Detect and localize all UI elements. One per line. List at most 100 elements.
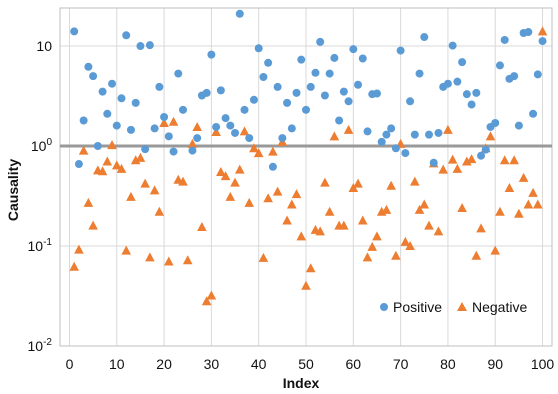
negative-point bbox=[97, 166, 108, 176]
positive-point bbox=[434, 128, 443, 137]
negative-point bbox=[353, 178, 363, 188]
positive-point bbox=[231, 128, 240, 137]
negative-point bbox=[391, 250, 401, 260]
negative-point bbox=[381, 204, 392, 214]
negative-point bbox=[504, 183, 515, 193]
negative-point bbox=[443, 124, 453, 134]
positive-point bbox=[391, 144, 400, 153]
negative-point bbox=[154, 206, 165, 216]
positive-point bbox=[339, 87, 348, 96]
legend-negative-marker bbox=[457, 302, 467, 311]
negative-point bbox=[523, 199, 534, 209]
negative-point bbox=[424, 220, 434, 230]
negative-point bbox=[324, 206, 335, 216]
negative-point bbox=[216, 166, 226, 176]
negative-point bbox=[130, 155, 141, 165]
positive-point bbox=[330, 53, 339, 62]
positive-point bbox=[382, 130, 391, 139]
negative-point bbox=[495, 206, 505, 216]
positive-point bbox=[316, 37, 325, 46]
positive-point bbox=[74, 160, 83, 169]
legend: Positive Negative bbox=[380, 299, 527, 315]
positive-point bbox=[443, 79, 452, 88]
x-tick-label: 10 bbox=[109, 356, 125, 372]
positive-point bbox=[302, 105, 310, 114]
negative-point bbox=[301, 280, 311, 290]
x-tick-label: 0 bbox=[66, 356, 74, 372]
positive-point bbox=[311, 68, 320, 77]
negative-point bbox=[362, 252, 373, 262]
y-tick-label: 100 bbox=[31, 137, 53, 154]
negative-point bbox=[88, 220, 98, 230]
positive-point bbox=[108, 79, 117, 88]
positive-point bbox=[462, 90, 471, 99]
positive-point bbox=[458, 58, 467, 67]
negative-point bbox=[192, 121, 202, 131]
positive-point bbox=[160, 113, 169, 122]
positive-point bbox=[529, 109, 538, 118]
positive-point bbox=[202, 88, 211, 97]
positive-point bbox=[89, 72, 98, 81]
x-tick-label: 60 bbox=[346, 356, 362, 372]
positive-point bbox=[207, 50, 216, 59]
positive-point bbox=[453, 77, 462, 86]
negative-point bbox=[466, 154, 477, 164]
negative-point bbox=[111, 160, 122, 170]
positive-point bbox=[164, 132, 173, 141]
negative-point bbox=[168, 116, 179, 126]
positive-point bbox=[249, 95, 258, 104]
negative-point bbox=[410, 176, 420, 186]
positive-point bbox=[268, 162, 277, 171]
negative-point bbox=[476, 223, 486, 233]
negative-point bbox=[116, 163, 127, 173]
x-tick-label: 20 bbox=[156, 356, 172, 372]
legend-positive-label: Positive bbox=[393, 299, 442, 315]
positive-point bbox=[514, 121, 523, 130]
positive-point bbox=[320, 91, 329, 100]
negative-point bbox=[452, 163, 463, 173]
legend-positive-marker bbox=[380, 303, 388, 311]
negative-point bbox=[69, 261, 79, 271]
negative-point bbox=[258, 252, 269, 262]
positive-point bbox=[235, 9, 244, 18]
negative-point bbox=[149, 185, 160, 195]
positive-point bbox=[533, 70, 542, 79]
x-tick-label: 40 bbox=[251, 356, 267, 372]
positive-point bbox=[292, 88, 301, 97]
positive-point bbox=[401, 149, 410, 158]
negative-point bbox=[386, 180, 396, 190]
positive-point bbox=[420, 33, 429, 42]
negative-point bbox=[145, 252, 155, 262]
positive-point bbox=[259, 72, 268, 81]
positive-point bbox=[245, 134, 254, 143]
negative-point bbox=[234, 164, 245, 174]
positive-point bbox=[495, 61, 504, 70]
positive-point bbox=[103, 109, 112, 118]
negative-point bbox=[414, 204, 425, 214]
x-tick-labels: 0 10 20 30 40 50 60 70 80 90 100 bbox=[66, 356, 555, 372]
negative-point bbox=[249, 143, 259, 153]
positive-point bbox=[510, 72, 519, 81]
positive-point bbox=[406, 97, 415, 106]
positive-point bbox=[287, 124, 296, 133]
positive-point bbox=[122, 31, 131, 40]
positive-point bbox=[240, 105, 249, 114]
positive-point bbox=[415, 69, 424, 78]
positive-point bbox=[349, 45, 358, 54]
negative-point bbox=[305, 263, 316, 273]
y-tick-label: 10-2 bbox=[28, 337, 53, 354]
positive-point bbox=[226, 121, 235, 130]
negative-point bbox=[315, 226, 325, 236]
negative-point bbox=[206, 290, 217, 300]
positive-point bbox=[254, 44, 263, 53]
y-tick-labels: 10-2 10-1 100 10 bbox=[28, 38, 53, 354]
negative-point bbox=[268, 146, 278, 156]
positive-point bbox=[467, 100, 476, 109]
negative-point bbox=[357, 215, 368, 225]
negative-point bbox=[528, 187, 538, 197]
positive-point bbox=[363, 127, 372, 136]
positive-point bbox=[273, 82, 282, 91]
negative-point bbox=[126, 191, 136, 201]
